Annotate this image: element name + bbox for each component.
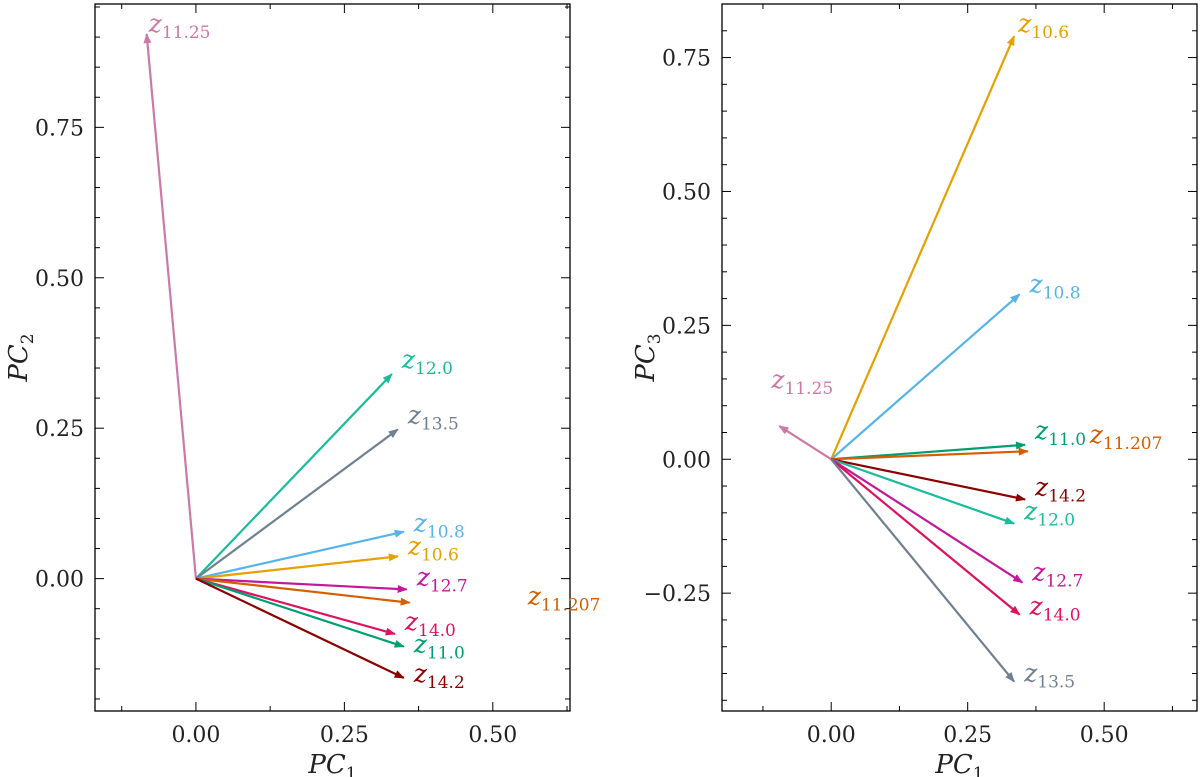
vector-arrow-12.0 — [195, 373, 393, 580]
x-tick-label: 0.50 — [1080, 723, 1129, 748]
y-tick-label: 0.00 — [35, 568, 84, 593]
y-axis-label: PC3 — [631, 333, 665, 382]
vector-arrow-12.7 — [830, 458, 1024, 584]
vector-arrow-12.7 — [195, 577, 408, 593]
vector-label-11.25: z11.25 — [770, 365, 833, 399]
x-tick-label: 0.00 — [171, 723, 220, 748]
vector-label-14.0: z14.0 — [1029, 592, 1081, 626]
y-tick-label: −0.25 — [644, 582, 711, 607]
vector-arrow-13.5 — [195, 428, 399, 580]
y-tick-label: 0.75 — [662, 47, 711, 72]
vector-arrow-10.8 — [195, 529, 405, 580]
panel-pc1-pc3: 0.00 0.25 0.50 −0.25 0.00 0.25 0.50 0.75 PC1 PC3 z… — [631, 3, 1198, 777]
vector-label-11.207: z11.207 — [527, 582, 601, 616]
x-tick-label: 0.00 — [807, 723, 856, 748]
vector-arrow-11.25 — [778, 425, 832, 461]
x-axis-label: PC1 — [934, 750, 983, 777]
vector-arrow-10.6 — [195, 553, 399, 580]
x-tick-label: 0.25 — [320, 723, 369, 748]
y-tick-label: 0.25 — [35, 417, 84, 442]
vector-arrow-12.0 — [830, 458, 1016, 525]
vector-arrow-11.0 — [195, 577, 405, 648]
vector-arrow-14.2 — [830, 458, 1026, 502]
vector-arrow-11.25 — [143, 33, 198, 579]
vector-label-12.7: z12.7 — [416, 562, 468, 596]
vector-arrow-10.6 — [830, 35, 1016, 460]
vector-arrow-11.207 — [195, 577, 411, 606]
vector-label-12.0: z12.0 — [401, 345, 453, 379]
vector-label-12.7: z12.7 — [1031, 557, 1083, 591]
vector-label-11.0: z11.0 — [1034, 416, 1086, 450]
vector-label-14.0: z14.0 — [404, 607, 456, 641]
y-tick-label: 0.25 — [662, 314, 711, 339]
vector-label-14.2: z14.2 — [1034, 472, 1086, 506]
x-tick-label: 0.50 — [468, 723, 517, 748]
vector-arrow-14.0 — [830, 458, 1021, 616]
x-tick-label: 0.25 — [943, 723, 992, 748]
vector-label-13.5: z13.5 — [1023, 659, 1075, 693]
y-axis-label: PC2 — [4, 333, 38, 382]
y-tick-label: 0.00 — [662, 448, 711, 473]
vector-arrow-10.8 — [830, 293, 1021, 461]
plot-frame — [721, 3, 1198, 712]
y-tick-label: 0.50 — [662, 180, 711, 205]
vector-label-13.5: z13.5 — [407, 400, 459, 434]
vector-label-11.25: z11.25 — [148, 9, 211, 43]
vector-arrow-14.2 — [195, 577, 405, 679]
vector-arrow-13.5 — [830, 458, 1015, 683]
vector-arrow-11.207 — [831, 447, 1029, 461]
vector-label-14.2: z14.2 — [413, 659, 465, 693]
plot-frame — [94, 3, 571, 712]
y-tick-label: 0.75 — [35, 116, 84, 141]
panel-pc1-pc2: 0.00 0.25 0.50 0.00 0.25 0.50 0.75 PC1 PC2 z11.25… — [4, 3, 601, 777]
x-axis-label: PC1 — [307, 750, 356, 777]
vector-label-10.6: z10.6 — [1017, 9, 1069, 43]
y-tick-label: 0.50 — [35, 267, 84, 292]
vector-arrow-14.0 — [195, 577, 396, 636]
vector-label-11.207: z11.207 — [1089, 420, 1163, 454]
vector-label-10.8: z10.8 — [1029, 269, 1081, 303]
